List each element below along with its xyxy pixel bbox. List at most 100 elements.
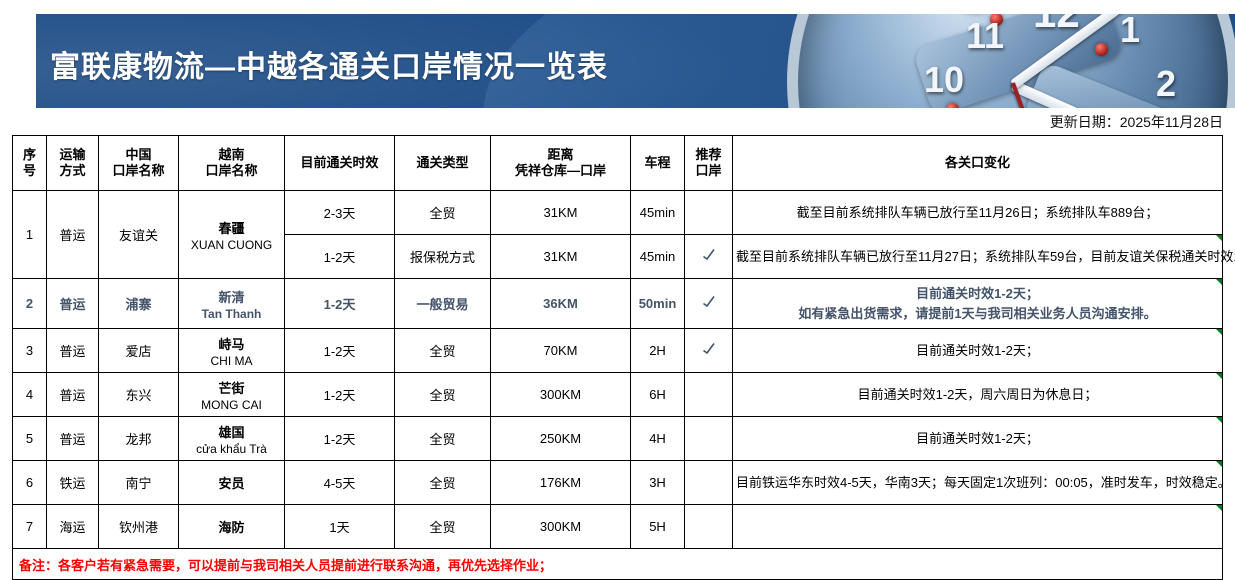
clock-number-1: 1 xyxy=(1120,14,1141,50)
cell-dist: 31KM xyxy=(490,190,631,235)
column-header-line-2: 口岸 xyxy=(695,163,722,178)
cell-dist: 176KM xyxy=(490,460,631,505)
table-footer: 备注：各客户若有紧急需要，可以提前与我司相关人员提前进行联系沟通，再优先选择作业… xyxy=(12,548,1223,580)
cell-mode: 海运 xyxy=(46,504,99,549)
column-header-line-2: 号 xyxy=(22,163,36,178)
cell-lead: 1-2天 xyxy=(284,328,395,373)
cell-dist: 300KM xyxy=(490,372,631,417)
vnport-latin-name: MONG CAI xyxy=(201,397,262,412)
cell-notes xyxy=(732,504,1223,549)
comment-marker-icon xyxy=(1216,279,1222,285)
banner-area: 12 11 10 9 1 2 富联康物流—中越各通关口岸情况一览表 xyxy=(0,0,1235,110)
table-row[interactable]: 6 铁运 南宁 安员 4-5天 全贸 176KM 3H 目前铁运华东时效4-5天，华南3天；每天… xyxy=(12,460,1231,505)
cell-cnport: 龙邦 xyxy=(98,416,179,461)
cell-recommended xyxy=(684,190,733,235)
vnport-latin-name: XUAN CUONG xyxy=(190,237,273,252)
cell-mode: 铁运 xyxy=(46,460,99,505)
clock-jewel xyxy=(946,103,959,108)
column-header-dist: 距离 凭祥仓库—口岸 xyxy=(490,135,631,191)
vnport-chinese-name: 峙马 xyxy=(218,336,245,352)
cell-type: 全贸 xyxy=(394,504,491,549)
cell-notes: 目前通关时效1-2天，周六周日为休息日； xyxy=(732,372,1223,417)
footer-note-row: 备注：各客户若有紧急需要，可以提前与我司相关人员提前进行联系沟通，再优先选择作业… xyxy=(12,548,1223,580)
cell-drive: 5H xyxy=(630,504,685,549)
header-row: 序号运输 方式 中国 口岸名称 越南 口岸名称 目前通关时效 通关类型 距离 凭祥仓库—口岸 车程推… xyxy=(12,135,1223,191)
cell-cnport: 浦寨 xyxy=(98,278,179,329)
table-row[interactable]: 2 普运 浦寨 新清 Tan Thanh 1-2天 一般贸易 36KM 50min 目前通关时效1… xyxy=(12,278,1223,329)
cell-type: 全贸 xyxy=(394,460,491,505)
column-header-seq: 序号 xyxy=(12,135,47,191)
vnport-latin-name: CHI MA xyxy=(210,353,253,368)
update-date: 更新日期：2025年11月28日 xyxy=(1049,114,1223,130)
cell-notes: 截至目前系统排队车辆已放行至11月26日；系统排队车889台； xyxy=(732,190,1223,235)
note-line: 目前通关时效1-2天，周六周日为休息日； xyxy=(857,386,1098,402)
table-row[interactable]: 4 普运 东兴 芒街 MONG CAI 1-2天 全贸 300KM 6H 目前通关时效1-2天，周… xyxy=(12,372,1223,417)
check-icon xyxy=(702,295,716,309)
table-header: 序号运输 方式 中国 口岸名称 越南 口岸名称 目前通关时效 通关类型 距离 凭祥仓库—口岸 车程推… xyxy=(12,135,1223,191)
column-header-line-2: 口岸名称 xyxy=(112,163,165,178)
column-header-line-1: 中国 xyxy=(125,146,152,162)
cell-lead: 1天 xyxy=(284,504,395,549)
cell-vnport: 峙马 CHI MA xyxy=(178,328,285,373)
cell-notes: 目前通关时效1-2天； 如有紧急出货需求，请提前1天与我司相关业务人员沟通安排。 xyxy=(732,278,1223,329)
cell-type: 报保税方式 xyxy=(394,234,491,279)
cell-drive: 2H xyxy=(630,328,685,373)
cell-dist: 70KM xyxy=(490,328,631,373)
vnport-chinese-name: 新清 xyxy=(218,289,245,305)
cell-seq: 5 xyxy=(12,416,47,461)
cell-cnport: 友谊关 xyxy=(98,190,179,279)
cell-mode: 普运 xyxy=(46,190,99,279)
column-header-line-1: 序 xyxy=(22,146,36,162)
cell-cnport: 南宁 xyxy=(98,460,179,505)
column-header-line-1: 运输 xyxy=(59,146,86,162)
cell-lead: 1-2天 xyxy=(284,416,395,461)
cell-vnport: 芒街 MONG CAI xyxy=(178,372,285,417)
table-body: 1 普运 友谊关 春疆 XUAN CUONG 2-3天 全贸 31KM 45min 截至目前系统排… xyxy=(12,190,1235,549)
column-header-mode: 运输 方式 xyxy=(46,135,99,191)
table-row[interactable]: 1 普运 友谊关 春疆 XUAN CUONG 2-3天 全贸 31KM 45min 截至目前系统排… xyxy=(12,190,1223,279)
cell-seq: 7 xyxy=(12,504,47,549)
vnport-chinese-name: 春疆 xyxy=(218,220,245,236)
column-header-line-2: 方式 xyxy=(59,163,86,178)
column-header-line-1: 距离 xyxy=(547,146,574,162)
cell-recommended xyxy=(684,372,733,417)
comment-marker-icon xyxy=(1216,505,1222,511)
cell-vnport: 春疆 XUAN CUONG xyxy=(178,190,285,279)
cell-drive: 6H xyxy=(630,372,685,417)
cell-vnport: 安员 xyxy=(178,460,285,505)
cell-cnport: 东兴 xyxy=(98,372,179,417)
column-header-line-2: 口岸名称 xyxy=(205,163,258,178)
column-header-notes: 各关口变化 xyxy=(732,135,1223,191)
cell-type: 全贸 xyxy=(394,190,491,235)
column-header-vnport: 越南 口岸名称 xyxy=(178,135,285,191)
vnport-chinese-name: 海防 xyxy=(218,520,245,535)
cell-recommended xyxy=(684,416,733,461)
cell-drive: 45min xyxy=(630,190,685,235)
table-row[interactable]: 1-2天 报保税方式 31KM 45min 截至目前系统排队车辆已放行至11月27日；系… xyxy=(13,234,1235,279)
note-line: 目前铁运华东时效4-5天，华南3天；每天固定1次班列：00:05，准时发车，时效… xyxy=(736,474,1231,490)
cell-mode: 普运 xyxy=(46,278,99,329)
cell-notes: 目前铁运华东时效4-5天，华南3天；每天固定1次班列：00:05，准时发车，时效… xyxy=(732,460,1231,505)
table-row[interactable]: 7 海运 钦州港 海防 1天 全贸 300KM 5H xyxy=(12,504,1223,549)
table-row[interactable]: 5 普运 龙邦 雄国 cửa khẩu Trà 1-2天 全贸 250KM 4H 目前通关时效1-… xyxy=(12,416,1223,461)
clock-jewel xyxy=(990,14,1003,26)
column-header-drive: 车程 xyxy=(630,135,685,191)
cell-type: 全贸 xyxy=(394,372,491,417)
cell-lead: 4-5天 xyxy=(284,460,395,505)
cell-vnport: 海防 xyxy=(178,504,285,549)
table-row[interactable]: 3 普运 爱店 峙马 CHI MA 1-2天 全贸 70KM 2H 目前通关时效1-2天； xyxy=(12,328,1223,373)
cell-drive: 50min xyxy=(630,278,685,329)
note-line: 目前通关时效1-2天； xyxy=(916,286,1039,301)
column-header-line-1: 目前通关时效 xyxy=(300,154,379,170)
vnport-latin-name: cửa khẩu Trà xyxy=(196,441,267,456)
cell-dist: 300KM xyxy=(490,504,631,549)
column-header-line-1: 越南 xyxy=(218,146,245,162)
clock-jewel xyxy=(1095,43,1108,56)
cell-dist: 250KM xyxy=(490,416,631,461)
cell-recommended xyxy=(684,234,733,279)
vnport-latin-name: Tan Thanh xyxy=(201,306,262,321)
cell-dist: 31KM xyxy=(490,234,631,279)
cell-recommended xyxy=(684,504,733,549)
column-header-lead: 目前通关时效 xyxy=(284,135,395,191)
clock-number-2: 2 xyxy=(1156,63,1177,104)
